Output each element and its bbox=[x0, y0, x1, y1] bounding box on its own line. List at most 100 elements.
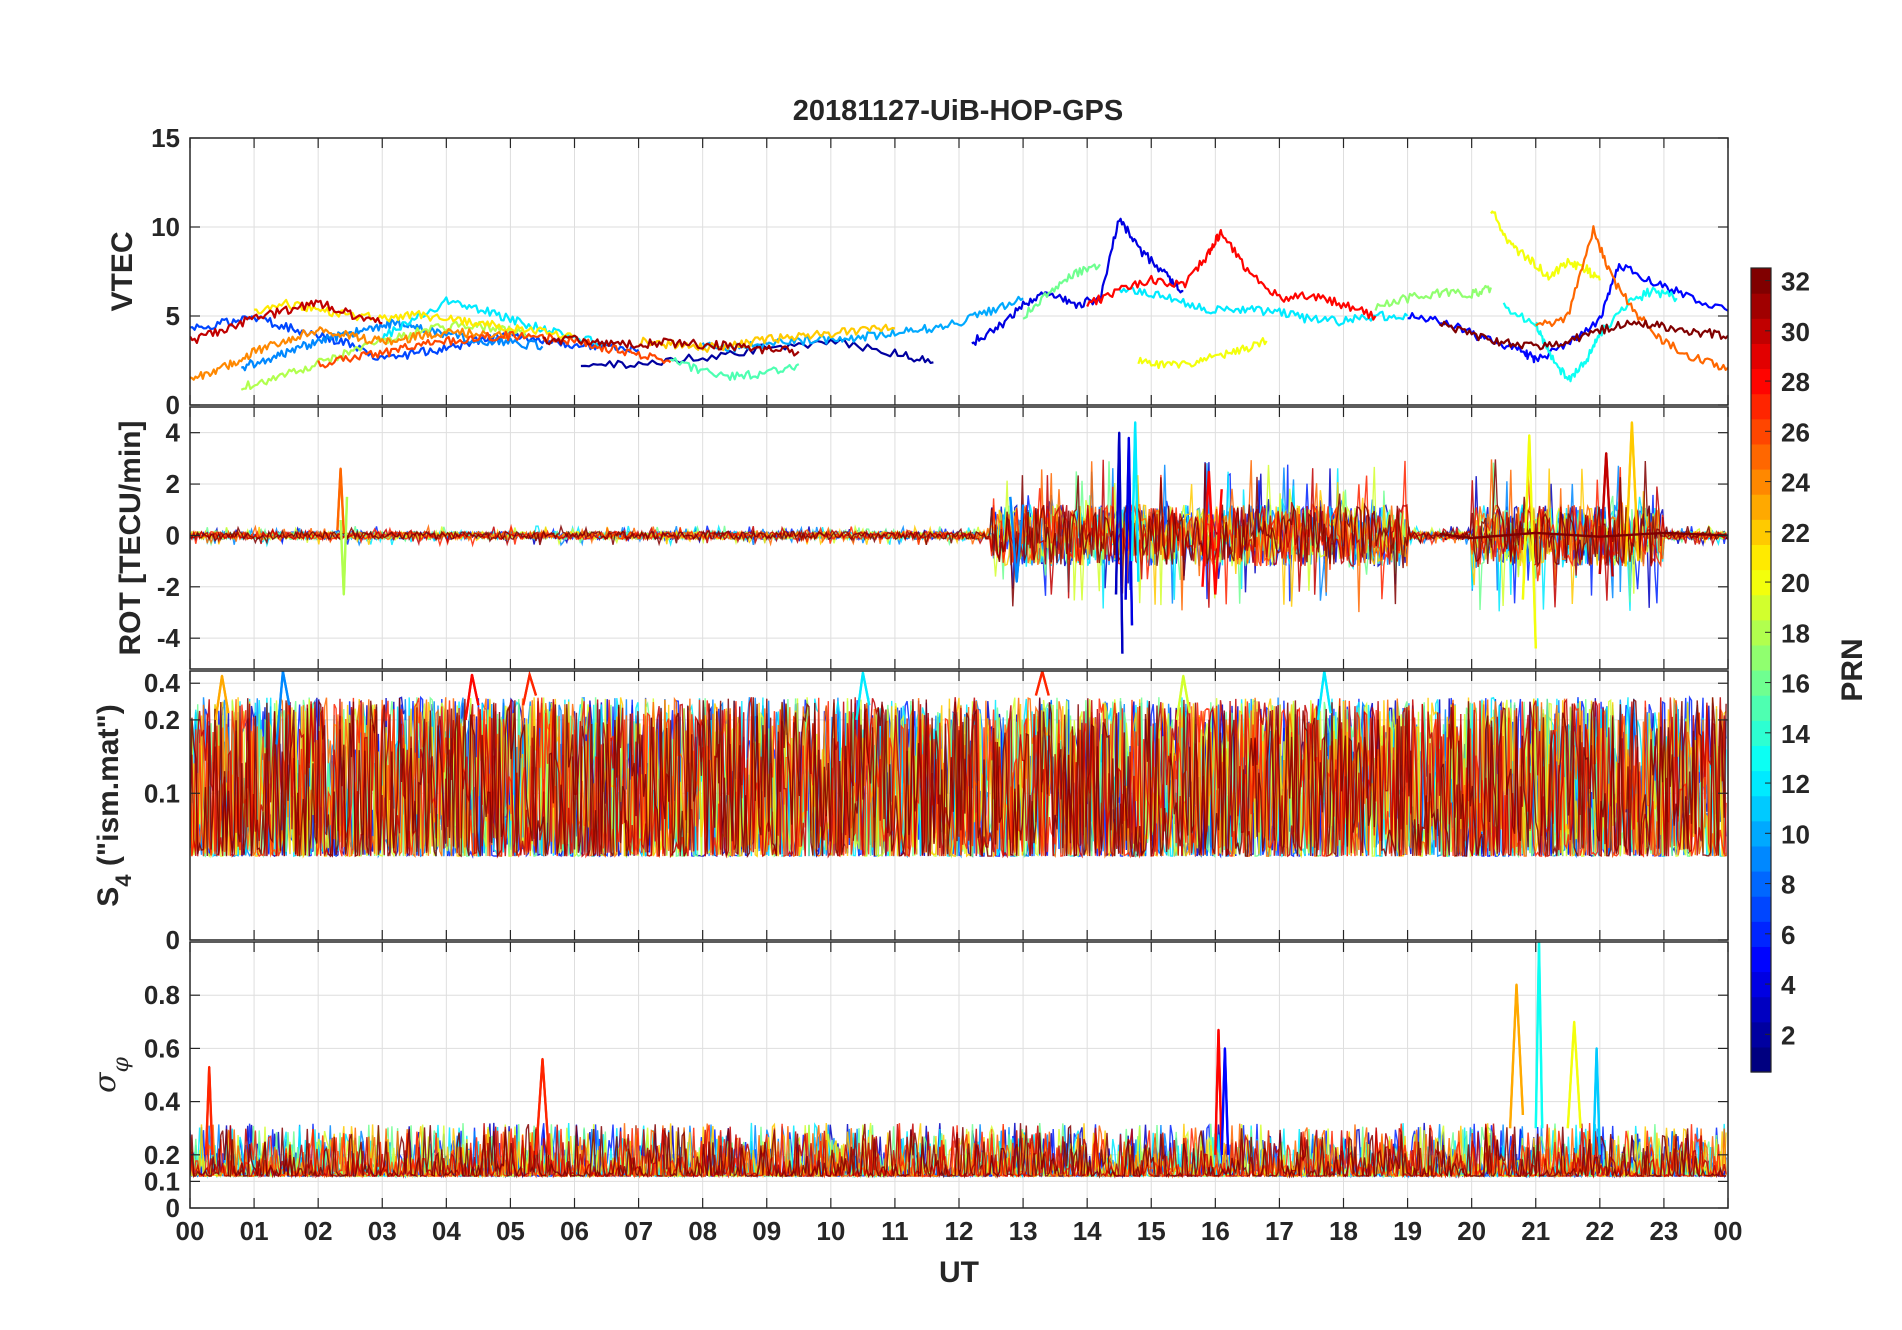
colorbar-swatch bbox=[1751, 469, 1771, 495]
y-tick-label: 0.8 bbox=[144, 980, 180, 1010]
colorbar-swatch bbox=[1751, 695, 1771, 721]
y-tick-label: 5 bbox=[166, 301, 180, 331]
colorbar-swatch bbox=[1751, 670, 1771, 696]
colorbar-swatch bbox=[1751, 1021, 1771, 1048]
series-line-prn-28 bbox=[1086, 229, 1377, 321]
series-group bbox=[190, 421, 1728, 654]
spike-prn-20 bbox=[1521, 435, 1537, 649]
x-tick-label: 23 bbox=[1649, 1216, 1678, 1246]
x-tick-label: 10 bbox=[816, 1216, 845, 1246]
y-tick-label: 0.4 bbox=[144, 668, 181, 698]
colorbar-swatch bbox=[1751, 896, 1771, 922]
colorbar-swatch bbox=[1751, 1046, 1771, 1073]
x-tick-label: 07 bbox=[624, 1216, 653, 1246]
series-line-prn-18 bbox=[240, 320, 531, 391]
series-line-prn-15 bbox=[670, 357, 800, 381]
spike-prn-23 bbox=[214, 675, 230, 721]
colorbar-tick-label: 2 bbox=[1781, 1020, 1795, 1050]
y-tick-label: -2 bbox=[157, 572, 180, 602]
colorbar-swatch bbox=[1751, 871, 1771, 897]
panel-s4: 0 0.1 0.2 0.4 S4 ("ism.mat") bbox=[92, 668, 1729, 955]
chart-title: 20181127-UiB-HOP-GPS bbox=[793, 95, 1123, 127]
series-line-prn-31 bbox=[542, 334, 800, 357]
noise-line-prn-32 bbox=[190, 697, 1727, 859]
colorbar-tick-label: 6 bbox=[1781, 920, 1795, 950]
colorbar-swatch bbox=[1751, 519, 1771, 545]
colorbar-tick-label: 14 bbox=[1781, 719, 1810, 749]
colorbar-tick-label: 10 bbox=[1781, 819, 1810, 849]
series-line-prn-7 bbox=[190, 315, 640, 361]
colorbar-tick-label: 28 bbox=[1781, 367, 1810, 397]
spike-prn-4 bbox=[1124, 437, 1134, 626]
y-tick-label: 0 bbox=[166, 925, 180, 955]
series-line-prn-4 bbox=[971, 217, 1184, 346]
colorbar-swatch bbox=[1751, 343, 1771, 370]
series-line-prn-20 bbox=[1137, 337, 1268, 370]
spike-prn-9 bbox=[1009, 496, 1025, 582]
x-tick-label: 12 bbox=[945, 1216, 974, 1246]
panel-rot: -4 -2 0 2 4 ROT [TECU/min] bbox=[114, 406, 1729, 670]
spike-prn-12 bbox=[855, 672, 871, 721]
series-group bbox=[190, 671, 1727, 859]
colorbar-swatch bbox=[1751, 494, 1771, 520]
x-tick-label: 03 bbox=[368, 1216, 397, 1246]
x-tick-label: 04 bbox=[432, 1216, 461, 1246]
y-tick-label: 10 bbox=[151, 212, 180, 242]
spike-prn-23 bbox=[1508, 984, 1525, 1129]
colorbar-swatch bbox=[1751, 368, 1771, 395]
x-tick-label: 05 bbox=[496, 1216, 525, 1246]
y-tick-label: 0.2 bbox=[144, 1140, 180, 1170]
colorbar-swatch bbox=[1751, 921, 1771, 947]
ticks bbox=[189, 671, 1729, 941]
spike-prn-12 bbox=[1130, 422, 1140, 582]
ticks bbox=[189, 137, 1729, 406]
colorbar-swatch bbox=[1751, 720, 1771, 746]
series-line-prn-24 bbox=[190, 326, 512, 381]
series-group bbox=[190, 210, 1728, 391]
series-line-prn-16 bbox=[1022, 263, 1101, 320]
colorbar-swatch bbox=[1751, 795, 1771, 822]
y-tick-label: 0 bbox=[166, 1193, 180, 1223]
y-tick-label: 0 bbox=[166, 390, 180, 420]
x-tick-label: 00 bbox=[176, 1216, 205, 1246]
x-tick-label: 02 bbox=[304, 1216, 333, 1246]
colorbar-swatch bbox=[1751, 845, 1771, 872]
spike-prn-27 bbox=[522, 671, 538, 706]
spike-prn-25 bbox=[336, 468, 345, 533]
y-axis-title: ROT [TECU/min] bbox=[114, 421, 147, 656]
ticks bbox=[189, 942, 1729, 1209]
y-tick-label: 0 bbox=[166, 520, 180, 550]
series-line-prn-26 bbox=[317, 330, 672, 369]
spike-prn-28 bbox=[1214, 1029, 1223, 1155]
x-tick-label: 01 bbox=[240, 1216, 269, 1246]
ticks bbox=[189, 407, 1729, 669]
spike-prn-28 bbox=[464, 674, 480, 721]
y-tick-label: -4 bbox=[157, 623, 181, 653]
x-tick-label: 21 bbox=[1521, 1216, 1550, 1246]
y-axis-title: VTEC bbox=[106, 231, 139, 311]
colorbar-label: PRN bbox=[1836, 638, 1869, 701]
colorbar-swatch bbox=[1751, 318, 1771, 344]
noise-line-prn-32 bbox=[190, 459, 1727, 607]
y-tick-label: 2 bbox=[166, 469, 180, 499]
spike-prn-11 bbox=[1592, 1048, 1601, 1155]
spike-prn-5 bbox=[1220, 1048, 1230, 1155]
colorbar-tick-label: 12 bbox=[1781, 769, 1810, 799]
y-tick-label: 4 bbox=[166, 418, 181, 448]
x-tick-label: 11 bbox=[881, 1216, 909, 1246]
x-tick-label: 15 bbox=[1137, 1216, 1166, 1246]
x-tick-label: 19 bbox=[1393, 1216, 1422, 1246]
x-tick-label: 22 bbox=[1585, 1216, 1614, 1246]
colorbar-swatch bbox=[1751, 293, 1771, 319]
colorbar-swatch bbox=[1751, 820, 1771, 847]
spike-prn-22 bbox=[1624, 422, 1640, 567]
y-tick-label: 15 bbox=[151, 123, 180, 153]
y-tick-label: 0.6 bbox=[144, 1033, 180, 1063]
series-line-prn-12 bbox=[1118, 286, 1409, 327]
colorbar-tick-label: 30 bbox=[1781, 317, 1810, 347]
y-axis-title: σφ bbox=[88, 1056, 134, 1092]
colorbar-swatch bbox=[1751, 418, 1771, 445]
